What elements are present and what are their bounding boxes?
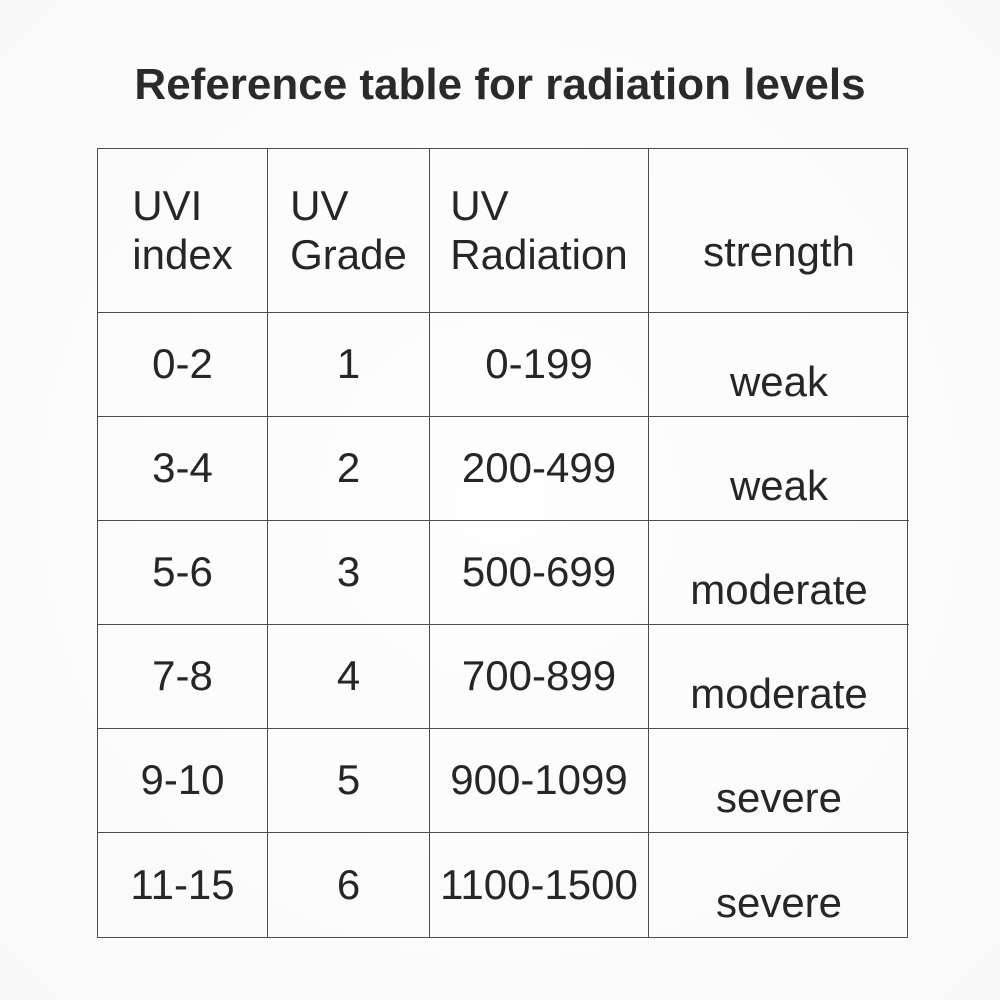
- header-line: UV: [290, 182, 349, 230]
- table-cell-uv-radiation: 700-899: [430, 625, 649, 729]
- table-cell-uv-grade: 3: [268, 521, 430, 625]
- cell-value: 1: [336, 340, 361, 388]
- table-cell-uvi-index: 5-6: [98, 521, 268, 625]
- table-cell-strength: weak: [649, 313, 909, 417]
- cell-value: severe: [715, 774, 843, 822]
- cell-value: 1100-1500: [440, 860, 638, 908]
- cell-value: moderate: [690, 566, 868, 614]
- table-cell-strength: moderate: [649, 521, 909, 625]
- table-cell-strength: severe: [649, 729, 909, 833]
- table-cell-uvi-index: 3-4: [98, 417, 268, 521]
- cell-value: 11-15: [130, 860, 235, 908]
- cell-value: 900-1099: [450, 756, 628, 804]
- header-label: strength: [703, 228, 855, 276]
- header-cell-strength: strength: [649, 149, 909, 313]
- header-cell-uv-radiation: UV Radiation: [430, 149, 649, 313]
- radiation-reference-table: UVI index UV Grade UV Radiation strength…: [97, 148, 909, 938]
- table-cell-strength: weak: [649, 417, 909, 521]
- header-label: UV Radiation: [450, 182, 627, 279]
- table-cell-uv-grade: 5: [268, 729, 430, 833]
- cell-value: 5-6: [152, 548, 213, 596]
- header-line: UV: [450, 182, 509, 230]
- cell-value: 3: [336, 548, 361, 596]
- table-cell-uv-radiation: 1100-1500: [430, 833, 649, 937]
- page-title: Reference table for radiation levels: [134, 60, 866, 109]
- table-cell-uv-radiation: 0-199: [430, 313, 649, 417]
- table-cell-uvi-index: 7-8: [98, 625, 268, 729]
- cell-value: 2: [336, 444, 361, 492]
- table-cell-uv-grade: 2: [268, 417, 430, 521]
- table-cell-strength: moderate: [649, 625, 909, 729]
- table-cell-uv-radiation: 200-499: [430, 417, 649, 521]
- cell-value: severe: [715, 878, 843, 926]
- header-line: Grade: [290, 230, 407, 278]
- cell-value: 5: [336, 756, 361, 804]
- header-label: UVI index: [132, 182, 232, 279]
- header-cell-uvi-index: UVI index: [98, 149, 268, 313]
- header-line: UVI: [132, 182, 203, 230]
- cell-value: 700-899: [461, 652, 617, 700]
- cell-value: weak: [729, 462, 829, 510]
- cell-value: 4: [336, 652, 361, 700]
- table-cell-strength: severe: [649, 833, 909, 937]
- header-line: Radiation: [450, 230, 628, 278]
- header-cell-uv-grade: UV Grade: [268, 149, 430, 313]
- cell-value: moderate: [690, 670, 868, 718]
- cell-value: 200-499: [461, 444, 617, 492]
- header-label: UV Grade: [290, 182, 407, 279]
- table-cell-uvi-index: 9-10: [98, 729, 268, 833]
- cell-value: 9-10: [140, 756, 225, 804]
- table-cell-uv-grade: 4: [268, 625, 430, 729]
- table-cell-uv-radiation: 900-1099: [430, 729, 649, 833]
- header-line: index: [132, 230, 233, 278]
- table-cell-uv-grade: 1: [268, 313, 430, 417]
- cell-value: 7-8: [152, 652, 213, 700]
- table-cell-uv-grade: 6: [268, 833, 430, 937]
- cell-value: 0-199: [485, 340, 593, 388]
- cell-value: weak: [729, 358, 829, 406]
- table-cell-uvi-index: 11-15: [98, 833, 268, 937]
- cell-value: 500-699: [461, 548, 617, 596]
- table-cell-uv-radiation: 500-699: [430, 521, 649, 625]
- cell-value: 0-2: [152, 340, 213, 388]
- cell-value: 3-4: [152, 444, 213, 492]
- table-cell-uvi-index: 0-2: [98, 313, 268, 417]
- cell-value: 6: [336, 860, 361, 908]
